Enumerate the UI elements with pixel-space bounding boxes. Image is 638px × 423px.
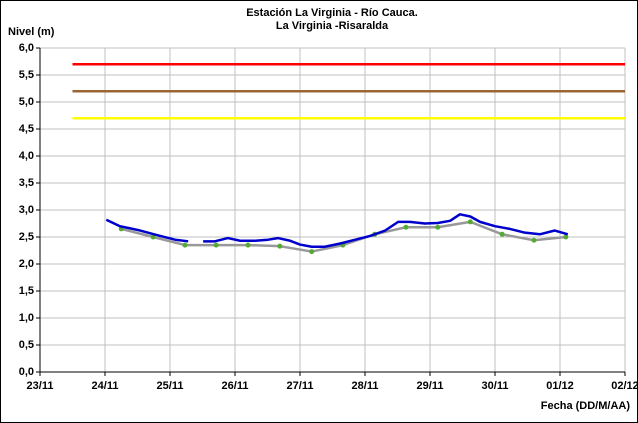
x-tick-label: 24/11 bbox=[92, 380, 119, 392]
x-tick-label: 30/11 bbox=[482, 380, 509, 392]
y-tick-label: 5,0 bbox=[19, 96, 34, 108]
chart-title: Estación La Virginia - Río Cauca. bbox=[246, 7, 418, 19]
y-tick-label: 2,5 bbox=[19, 231, 34, 243]
y-tick-label: 0,5 bbox=[19, 339, 34, 351]
y-tick-label: 3,0 bbox=[19, 204, 34, 216]
y-tick-label: 1,0 bbox=[19, 312, 34, 324]
line bbox=[203, 213, 569, 248]
x-tick-label: 23/11 bbox=[27, 380, 54, 392]
marker bbox=[403, 224, 409, 230]
y-tick-label: 6,0 bbox=[19, 42, 34, 54]
x-tick-label: 01/12 bbox=[546, 380, 574, 392]
marker bbox=[563, 234, 569, 240]
line bbox=[105, 218, 189, 243]
x-tick-label: 25/11 bbox=[157, 380, 184, 392]
x-tick-label: 02/12 bbox=[611, 380, 638, 392]
chart-subtitle: La Virginia -Risaralda bbox=[276, 20, 389, 32]
marker bbox=[245, 242, 251, 248]
y-tick-label: 0,0 bbox=[19, 366, 34, 378]
x-tick-label: 27/11 bbox=[287, 380, 314, 392]
y-tick-label: 5,5 bbox=[19, 69, 34, 81]
marker bbox=[150, 234, 156, 240]
marker bbox=[435, 224, 441, 230]
y-tick-label: 3,5 bbox=[19, 177, 34, 189]
marker bbox=[467, 219, 473, 225]
x-axis-label: Fecha (DD/M/AA) bbox=[541, 400, 631, 412]
x-tick-label: 29/11 bbox=[417, 380, 444, 392]
marker bbox=[531, 237, 537, 243]
y-axis-label: Nivel (m) bbox=[8, 26, 55, 38]
y-tick-label: 1,5 bbox=[19, 285, 34, 297]
marker bbox=[277, 243, 283, 249]
y-tick-label: 4,5 bbox=[19, 123, 34, 135]
marker bbox=[213, 242, 219, 248]
marker bbox=[182, 242, 188, 248]
y-tick-label: 4,0 bbox=[19, 150, 34, 162]
x-tick-label: 28/11 bbox=[352, 380, 379, 392]
y-tick-label: 2,0 bbox=[19, 258, 34, 270]
marker bbox=[309, 249, 315, 255]
x-tick-label: 26/11 bbox=[222, 380, 249, 392]
marker bbox=[499, 231, 505, 237]
